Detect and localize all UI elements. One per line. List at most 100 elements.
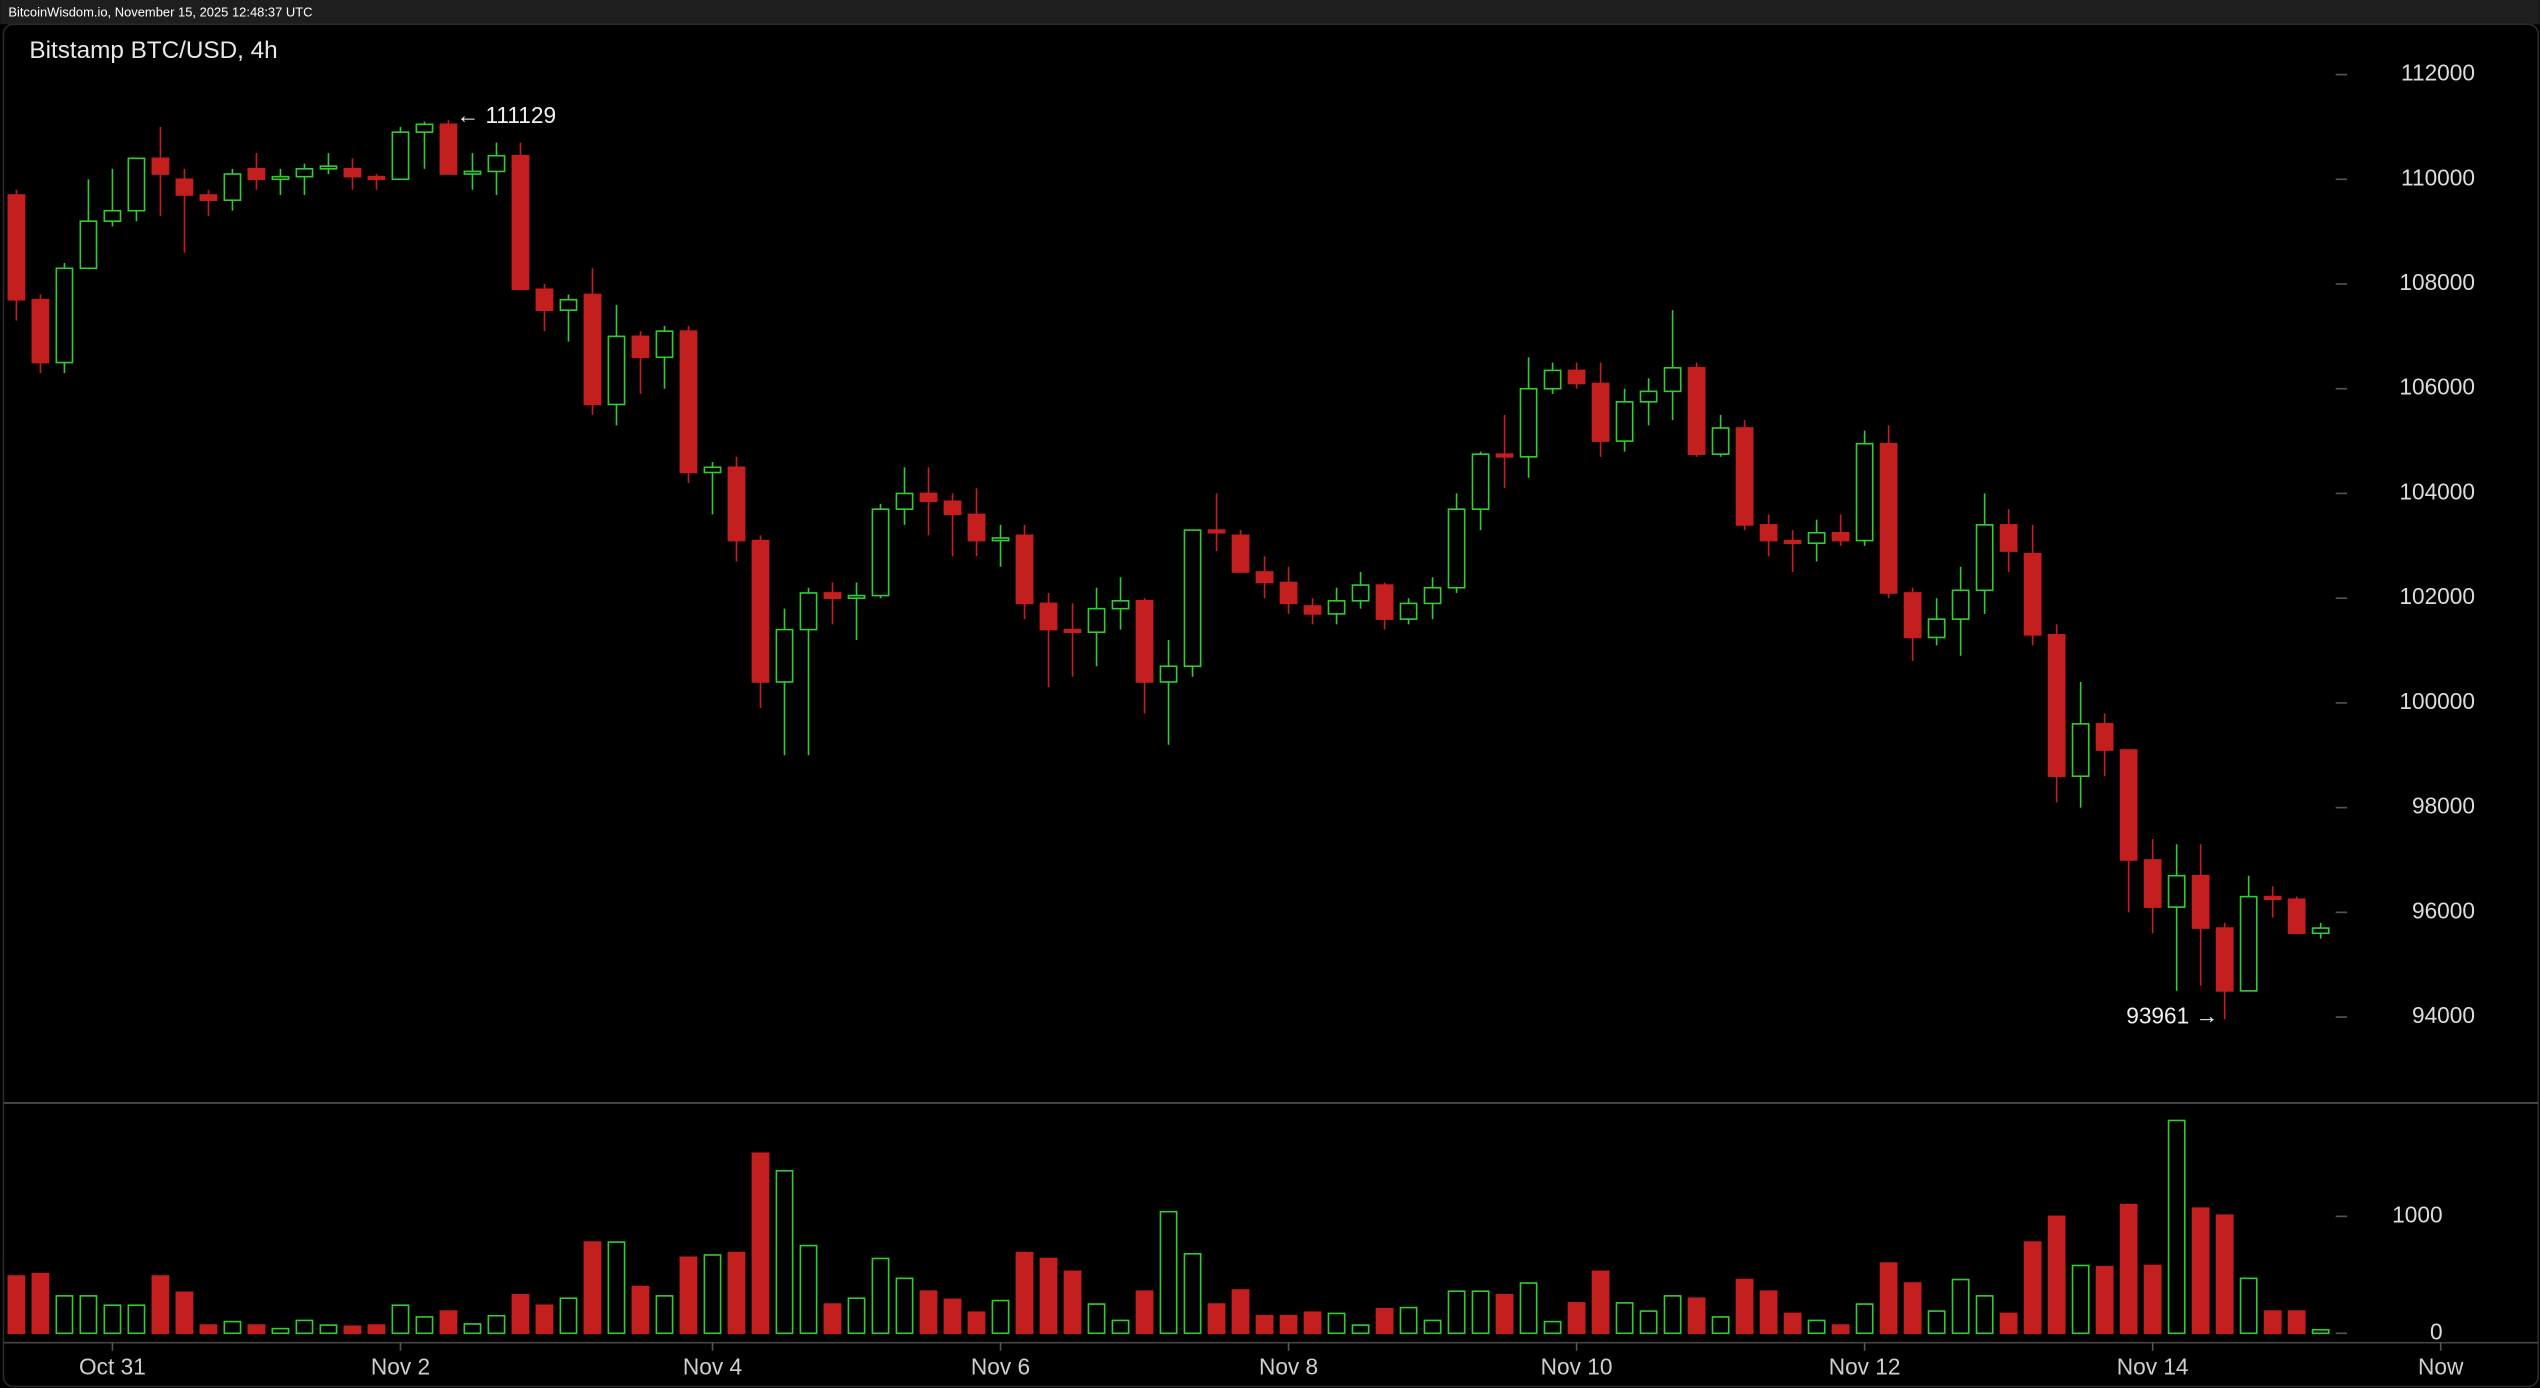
candle-body [7,194,26,301]
candle-body [1687,366,1706,455]
volume-bar [727,1251,746,1335]
volume-bar [1951,1278,1970,1335]
candle-body [367,175,386,181]
candle-body [439,123,458,175]
volume-bar [1039,1257,1058,1335]
volume-bar [103,1304,122,1335]
candle-body [631,335,650,359]
x-tick-label: Nov 14 [2117,1354,2189,1380]
candle-body [391,131,410,181]
volume-bar [1831,1324,1850,1335]
volume-bar [1207,1303,1226,1335]
volume-bar [895,1277,914,1335]
chart-title: Bitstamp BTC/USD, 4h [29,37,277,64]
volume-bar [1615,1302,1634,1335]
volume-bar [2287,1310,2306,1335]
volume-bar [151,1275,170,1335]
candle-body [1327,599,1346,615]
volume-bar [31,1272,50,1335]
candle-body [1903,592,1922,639]
volume-bar [1183,1252,1202,1335]
candle-body [2167,874,2186,908]
candle-body [1711,427,1730,455]
x-tick-label: Nov 4 [683,1354,742,1380]
volume-bar [295,1319,314,1335]
volume-bar [1783,1312,1802,1335]
candle-body [799,592,818,631]
candle-body [1999,524,2018,552]
y-tick-label: 108000 [2399,269,2475,295]
high-annotation: ← 111129 [457,102,557,128]
candle-body [199,194,218,202]
volume-bar [2119,1203,2138,1335]
candle-body [1111,599,1130,610]
volume-bar [1999,1312,2018,1335]
candle-body [1399,602,1418,620]
volume-bar [79,1295,98,1335]
volume-bar [1351,1324,1370,1335]
candle-body [1615,401,1634,442]
candle-body [2239,895,2258,992]
candle-body [1159,665,1178,683]
volume-bar [1159,1210,1178,1335]
volume-bar [1399,1306,1418,1335]
candle-body [1351,584,1370,602]
candle-body [319,165,338,170]
candle-body [55,267,74,364]
candle-body [463,170,482,175]
volume-bar [1975,1295,1994,1335]
volume-bar [583,1241,602,1335]
candle-body [2095,723,2114,751]
candle-body [1423,586,1442,605]
volume-bar [1447,1290,1466,1335]
volume-bar [1639,1310,1658,1335]
volume-bar [2071,1264,2090,1335]
volume-bar [343,1325,362,1335]
volume-bar [247,1324,266,1335]
candle-body [1663,366,1682,393]
candle-body [2287,898,2306,935]
volume-bar [271,1327,290,1335]
volume-bar [1855,1303,1874,1335]
volume-bar [871,1257,890,1335]
candle-body [967,513,986,542]
volume-bar [175,1291,194,1335]
volume-bar [2023,1241,2042,1335]
candle-body [79,220,98,270]
volume-bar [55,1295,74,1335]
candle-body [2047,634,2066,778]
volume-bar [679,1256,698,1335]
candle-body [2071,723,2090,778]
volume-bar [655,1295,674,1335]
y-tick-label: 94000 [2412,1002,2475,1028]
candle-body [583,293,602,406]
candle-body [943,500,962,516]
candle-body [2023,552,2042,636]
volume-bar [415,1316,434,1335]
candle-body [1735,427,1754,526]
candle-body [2119,749,2138,861]
candle-body [1591,382,1610,442]
volume-bar [1471,1290,1490,1335]
volume-bar [535,1304,554,1335]
y-tick-label: 104000 [2399,478,2475,504]
candle-body [1783,539,1802,545]
candle-body [1375,584,1394,620]
candle-body [415,123,434,133]
plot-layer: 94000 96000 98000 100000 102000 104000 106000 1… [7,60,2475,1380]
volume-bar [2167,1119,2186,1335]
candle-body [1759,524,1778,542]
volume-bar [1759,1290,1778,1335]
volume-bar [1063,1270,1082,1335]
volume-bar [367,1324,386,1335]
candle-body [847,594,866,599]
candle-body [679,330,698,474]
x-tick-label: Nov 12 [1829,1354,1901,1380]
volume-bar [751,1152,770,1335]
candle-body [991,537,1010,542]
candle-body [2143,859,2162,908]
candle-body [151,157,170,175]
candle-body [871,508,890,597]
candle-body [487,154,506,173]
x-tick-label: Nov 2 [371,1354,430,1380]
